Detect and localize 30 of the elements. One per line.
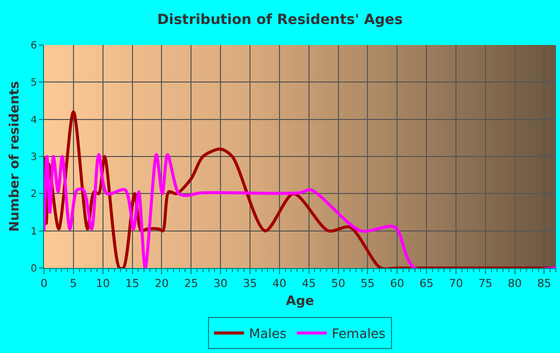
legend-label: Males bbox=[249, 327, 287, 342]
x-tick-label: 0 bbox=[40, 277, 48, 290]
x-tick-label: 15 bbox=[125, 277, 140, 290]
x-tick-label: 75 bbox=[478, 277, 492, 290]
x-tick-label: 40 bbox=[272, 277, 286, 290]
x-tick-label: 10 bbox=[96, 277, 110, 290]
y-tick-label: 6 bbox=[30, 40, 37, 52]
y-tick-label: 5 bbox=[30, 78, 37, 89]
legend-label: Females bbox=[332, 327, 386, 342]
x-tick-label: 50 bbox=[331, 277, 346, 290]
x-axis-title: Age bbox=[286, 294, 314, 309]
y-axis-title: Number of residents bbox=[8, 80, 23, 232]
x-tick-label: 60 bbox=[390, 277, 404, 290]
x-tick-label: 65 bbox=[420, 277, 434, 290]
y-tick-label: 4 bbox=[30, 114, 37, 126]
y-tick-label: 3 bbox=[30, 152, 37, 163]
x-tick-label: 30 bbox=[214, 277, 228, 290]
x-tick-label: 5 bbox=[70, 277, 77, 290]
x-tick-label: 55 bbox=[360, 277, 375, 290]
x-tick-label: 85 bbox=[537, 277, 552, 290]
y-tick-label: 1 bbox=[30, 226, 37, 238]
y-tick-label: 2 bbox=[30, 189, 37, 200]
x-tick-label: 25 bbox=[184, 277, 198, 290]
x-tick-label: 80 bbox=[508, 277, 522, 290]
x-tick-label: 20 bbox=[154, 277, 169, 290]
chart-title: Distribution of Residents' Ages bbox=[157, 12, 403, 28]
x-tick-label: 35 bbox=[242, 277, 257, 290]
x-tick-label: 45 bbox=[302, 277, 316, 290]
y-tick-label: 0 bbox=[30, 264, 37, 274]
x-tick-label: 70 bbox=[448, 277, 463, 290]
